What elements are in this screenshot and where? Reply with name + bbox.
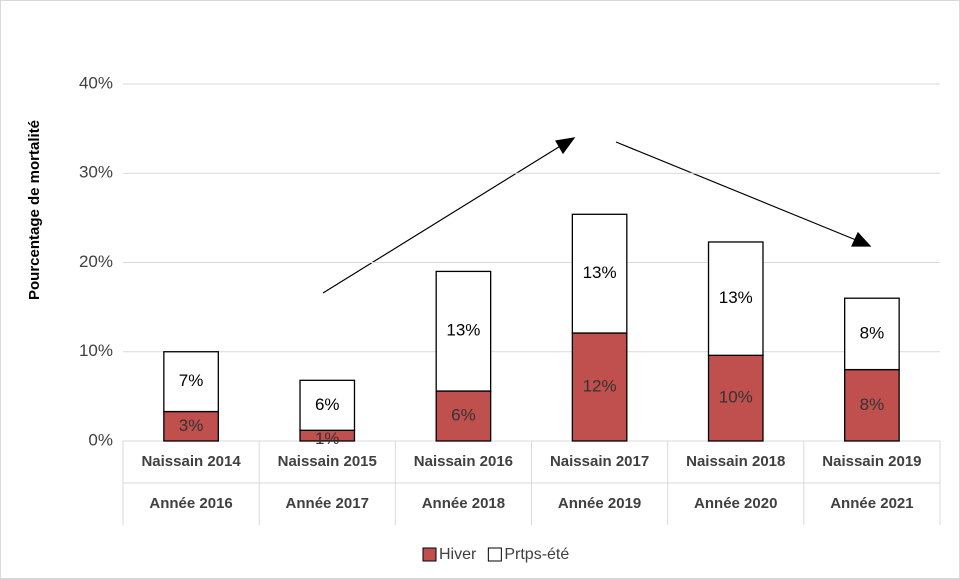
bar-segment [707,354,764,442]
bar-segment [844,297,900,371]
legend-label: Hiver [439,546,477,563]
data-label: 12% [583,376,617,395]
bar-segment [163,351,219,413]
legend-label: Prtps-été [504,546,569,563]
y-tick-label: 0% [88,430,113,449]
y-tick-label: 30% [79,163,113,182]
bar-segment [163,410,219,442]
bar-segment [435,390,492,442]
y-tick-label: 20% [79,252,113,271]
bar-segment [571,213,628,334]
data-label: 7% [179,371,204,390]
data-label: 13% [446,321,480,340]
data-label: 1% [315,429,340,448]
bar-segment [571,332,628,442]
data-label: 10% [719,388,753,407]
data-label: 13% [719,288,753,307]
x-tick-label: Année 2021 [830,495,913,512]
y-tick-label: 10% [79,341,113,360]
x-tick-label: Naissain 2014 [141,453,241,470]
x-tick-label: Naissain 2018 [686,453,785,470]
data-label: 6% [451,405,476,424]
data-label: 8% [860,395,885,414]
y-tick-label: 40% [79,73,113,92]
x-tick-label: Année 2019 [558,495,641,512]
data-label: 6% [315,395,340,414]
bar-segment [299,379,356,431]
x-tick-label: Naissain 2019 [822,453,921,470]
x-tick-label: Naissain 2016 [414,453,513,470]
bar-segment [435,270,492,392]
trend-arrows [322,137,872,294]
y-axis-title: Pourcentage de mortalité [26,120,43,300]
x-tick-label: Année 2016 [149,495,232,512]
bar-segment [707,241,764,356]
x-tick-label: Année 2018 [422,495,505,512]
data-label: 8% [860,323,885,342]
legend-swatch [422,547,437,562]
legend-swatch [487,547,502,562]
x-tick-label: Année 2017 [286,495,369,512]
x-tick-label: Année 2020 [694,495,777,512]
x-tick-label: Naissain 2015 [278,453,377,470]
data-label: 3% [179,416,204,435]
x-tick-label: Naissain 2017 [550,453,649,470]
data-label: 13% [583,263,617,282]
